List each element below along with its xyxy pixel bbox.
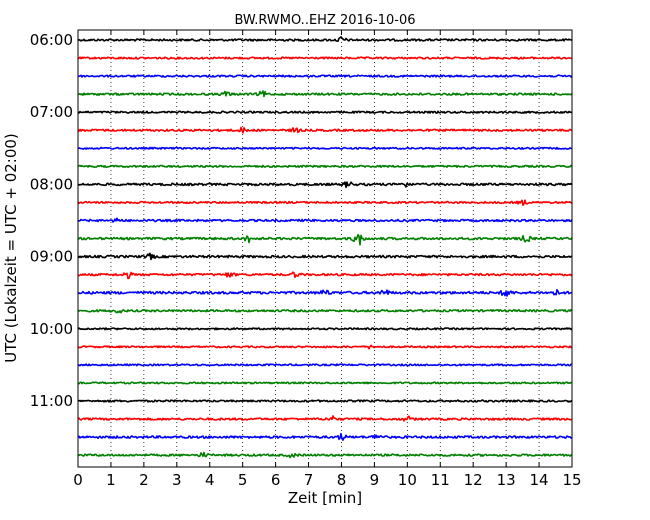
seismic-trace (77, 181, 573, 189)
plot-frame (77, 29, 573, 468)
seismic-trace (77, 234, 573, 246)
x-tick-label: 9 (370, 471, 380, 489)
x-tick-label: 12 (464, 471, 483, 489)
x-tick-label: 4 (205, 471, 215, 489)
seismic-trace (77, 309, 573, 314)
y-tick-label: 11:00 (30, 392, 73, 410)
seismic-trace (77, 199, 573, 206)
seismic-trace (77, 90, 573, 98)
seismic-trace (77, 146, 572, 150)
seismic-trace (77, 36, 573, 42)
seismic-trace (77, 399, 573, 403)
x-tick-label: 15 (562, 471, 581, 489)
seismic-trace (77, 252, 573, 261)
x-tick-label: 2 (139, 471, 149, 489)
x-tick-label: 11 (431, 471, 450, 489)
y-tick-label: 07:00 (30, 103, 73, 121)
x-tick-label: 14 (530, 471, 549, 489)
y-tick-label: 08:00 (30, 175, 73, 193)
x-tick-label: 7 (304, 471, 314, 489)
x-tick-label: 10 (398, 471, 417, 489)
y-tick-label: 10:00 (30, 320, 73, 338)
x-tick-label: 8 (337, 471, 347, 489)
seismic-trace (77, 451, 573, 459)
seismic-trace (77, 432, 573, 441)
trace-group (77, 36, 573, 459)
seismic-trace (77, 415, 573, 422)
y-axis-label: UTC (Lokalzeit = UTC + 02:00) (2, 133, 20, 363)
seismic-trace (77, 217, 573, 223)
grid-lines (110, 30, 540, 467)
y-tick-label: 09:00 (30, 248, 73, 266)
seismic-trace (77, 363, 573, 367)
x-tick-label: 1 (106, 471, 116, 489)
seismic-trace (77, 344, 573, 350)
seismic-trace (77, 327, 573, 331)
y-tick-label: 06:00 (30, 31, 73, 49)
seismic-trace (77, 381, 573, 385)
seismic-trace (77, 74, 573, 78)
seismic-trace (77, 271, 573, 280)
seismic-trace (77, 126, 573, 134)
y-axis-ticks: 06:00 07:00 08:00 09:00 10:00 11:00 (30, 31, 572, 410)
x-axis-label: Zeit [min] (288, 489, 362, 507)
x-tick-label: 6 (271, 471, 281, 489)
x-tick-label: 3 (172, 471, 182, 489)
x-axis-ticks: 0 1 2 3 4 5 6 7 8 9 10 11 12 13 14 15 (73, 30, 582, 489)
x-tick-label: 0 (73, 471, 83, 489)
chart-title: BW.RWMO..EHZ 2016-10-06 (234, 13, 415, 28)
seismic-trace (77, 289, 573, 297)
seismic-trace (77, 164, 573, 168)
seismic-trace (77, 56, 573, 60)
x-tick-label: 5 (238, 471, 248, 489)
seismic-trace (77, 110, 573, 114)
x-tick-label: 13 (497, 471, 516, 489)
